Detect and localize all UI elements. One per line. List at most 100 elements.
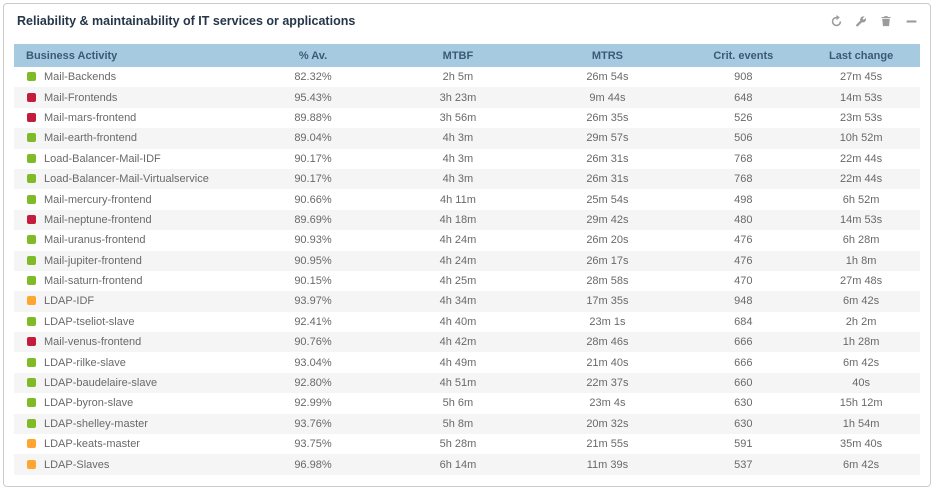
cell-availability: 95.43%	[294, 91, 332, 104]
cell-last-change: 14m 53s	[839, 91, 883, 104]
cell-mtbf: 5h 6m	[442, 397, 474, 410]
status-square-green	[27, 398, 36, 408]
cell-availability: 90.95%	[294, 254, 332, 267]
cell-crit-events: 537	[734, 458, 753, 471]
business-activity-name[interactable]: Load-Balancer-Mail-IDF	[44, 152, 161, 165]
cell-crit-events: 660	[734, 377, 753, 390]
table-row: Mail-venus-frontend 90.76% 4h 42m 28m 46s 66…	[14, 332, 920, 353]
cell-business-activity: LDAP-IDF	[14, 291, 241, 311]
widget-toolbar	[829, 14, 918, 28]
business-activity-name[interactable]: LDAP-shelley-master	[44, 417, 148, 430]
table-row: Mail-mercury-frontend 90.66% 4h 11m 25m 54s…	[14, 189, 920, 210]
status-square-red	[27, 214, 36, 224]
cell-availability: 93.75%	[294, 438, 332, 451]
business-activity-name[interactable]: LDAP-baudelaire-slave	[44, 377, 158, 390]
refresh-icon	[831, 14, 841, 26]
cell-availability: 96.98%	[294, 458, 332, 471]
business-activity-name[interactable]: Mail-neptune-frontend	[44, 213, 152, 226]
cell-mtbf: 3h 56m	[439, 111, 477, 124]
cell-availability: 92.80%	[294, 377, 332, 390]
business-activity-name[interactable]: Mail-saturn-frontend	[44, 275, 143, 288]
table-row: LDAP-IDF 93.97% 4h 34m 17m 35s 948 6m 42s	[14, 291, 920, 312]
cell-last-change: 6h 28m	[842, 234, 880, 247]
cell-mtbf: 4h 11m	[439, 193, 476, 206]
reliability-table: Business Activity% Av. MTBF MTRS Crit. even…	[14, 44, 920, 475]
cell-last-change: 1h 8m	[845, 254, 877, 267]
cell-crit-events: 630	[734, 417, 753, 430]
cell-mtbf: 4h 3m	[442, 132, 474, 145]
cell-mtrs: 25m 54s	[586, 193, 629, 206]
cell-mtbf: 4h 18m	[439, 213, 477, 226]
cell-availability: 89.04%	[294, 132, 332, 145]
cell-business-activity: Mail-earth-frontend	[14, 128, 241, 148]
column-header-crit-events: Crit. events	[684, 44, 803, 67]
column-header-business-activity: Business Activity	[14, 44, 241, 67]
cell-mtbf: 4h 42m	[439, 336, 477, 349]
cell-last-change: 22m 44s	[839, 152, 883, 165]
cell-mtbf: 4h 24m	[439, 234, 477, 247]
business-activity-name[interactable]: Load-Balancer-Mail-Virtualservice	[44, 173, 209, 186]
status-square-green	[27, 194, 36, 204]
cell-mtbf: 5h 8m	[442, 417, 474, 430]
cell-last-change: 40s	[852, 377, 870, 390]
cell-mtbf: 4h 34m	[439, 295, 477, 308]
cell-last-change: 35m 40s	[839, 438, 883, 451]
business-activity-name[interactable]: Mail-Backends	[44, 71, 117, 84]
trash-icon	[881, 16, 891, 27]
cell-mtrs: 21m 40s	[586, 356, 629, 369]
cell-mtrs: 26m 31s	[586, 152, 629, 165]
minus-icon	[906, 19, 916, 23]
table-row: Mail-Frontends 95.43% 3h 23m 9m 44s 648 14m 5…	[14, 87, 920, 108]
business-activity-name[interactable]: LDAP-Slaves	[44, 458, 110, 471]
cell-mtrs: 26m 20s	[586, 234, 629, 247]
configure-button[interactable]	[854, 14, 868, 28]
cell-crit-events: 908	[734, 71, 753, 84]
delete-button[interactable]	[879, 14, 893, 28]
collapse-button[interactable]	[904, 14, 918, 28]
business-activity-name[interactable]: Mail-earth-frontend	[44, 132, 137, 145]
cell-mtrs: 23m 1s	[589, 315, 626, 328]
cell-last-change: 22m 44s	[839, 173, 883, 186]
column-header-mtbf: MTBF	[385, 44, 531, 67]
business-activity-name[interactable]: LDAP-byron-slave	[44, 397, 134, 410]
cell-business-activity: Mail-Frontends	[14, 87, 241, 107]
cell-mtrs: 28m 58s	[586, 275, 629, 288]
refresh-button[interactable]	[829, 14, 843, 28]
business-activity-name[interactable]: Mail-mars-frontend	[44, 111, 137, 124]
cell-availability: 90.17%	[294, 152, 332, 165]
business-activity-name[interactable]: Mail-mercury-frontend	[44, 193, 152, 206]
business-activity-name[interactable]: Mail-Frontends	[44, 91, 118, 104]
cell-last-change: 6m 42s	[843, 356, 880, 369]
status-square-orange	[27, 439, 36, 449]
cell-business-activity: LDAP-keats-master	[14, 434, 241, 454]
cell-crit-events: 648	[734, 91, 753, 104]
business-activity-name[interactable]: LDAP-IDF	[44, 295, 95, 308]
cell-last-change: 1h 28m	[842, 336, 880, 349]
cell-business-activity: Mail-uranus-frontend	[14, 230, 241, 250]
cell-mtrs: 29m 57s	[586, 132, 629, 145]
status-square-green	[27, 72, 36, 82]
status-square-green	[27, 255, 36, 265]
cell-business-activity: LDAP-byron-slave	[14, 393, 241, 413]
cell-mtrs: 21m 55s	[586, 438, 629, 451]
business-activity-name[interactable]: Mail-jupiter-frontend	[44, 254, 142, 267]
cell-mtrs: 11m 39s	[586, 458, 629, 471]
business-activity-name[interactable]: LDAP-keats-master	[44, 438, 140, 451]
status-square-green	[27, 235, 36, 245]
status-square-orange	[27, 459, 36, 469]
business-activity-name[interactable]: LDAP-tseliot-slave	[44, 315, 135, 328]
cell-business-activity: Mail-saturn-frontend	[14, 271, 241, 291]
cell-business-activity: LDAP-Slaves	[14, 454, 241, 474]
status-square-green	[27, 357, 36, 367]
column-header-mtrs: MTRS	[530, 44, 685, 67]
table-row: Load-Balancer-Mail-Virtualservice 90.17% 4…	[14, 168, 920, 190]
cell-mtrs: 23m 4s	[589, 397, 626, 410]
business-activity-name[interactable]: Mail-uranus-frontend	[44, 234, 146, 247]
table-row: LDAP-baudelaire-slave 92.80% 4h 51m 22m 37s…	[14, 372, 920, 394]
cell-mtbf: 4h 24m	[439, 254, 477, 267]
cell-mtbf: 4h 40m	[439, 315, 477, 328]
cell-last-change: 27m 48s	[839, 275, 883, 288]
business-activity-name[interactable]: LDAP-rilke-slave	[44, 356, 126, 369]
table-row: LDAP-Slaves 96.98% 6h 14m 11m 39s 537 6m 42s	[14, 454, 920, 475]
business-activity-name[interactable]: Mail-venus-frontend	[44, 336, 142, 349]
